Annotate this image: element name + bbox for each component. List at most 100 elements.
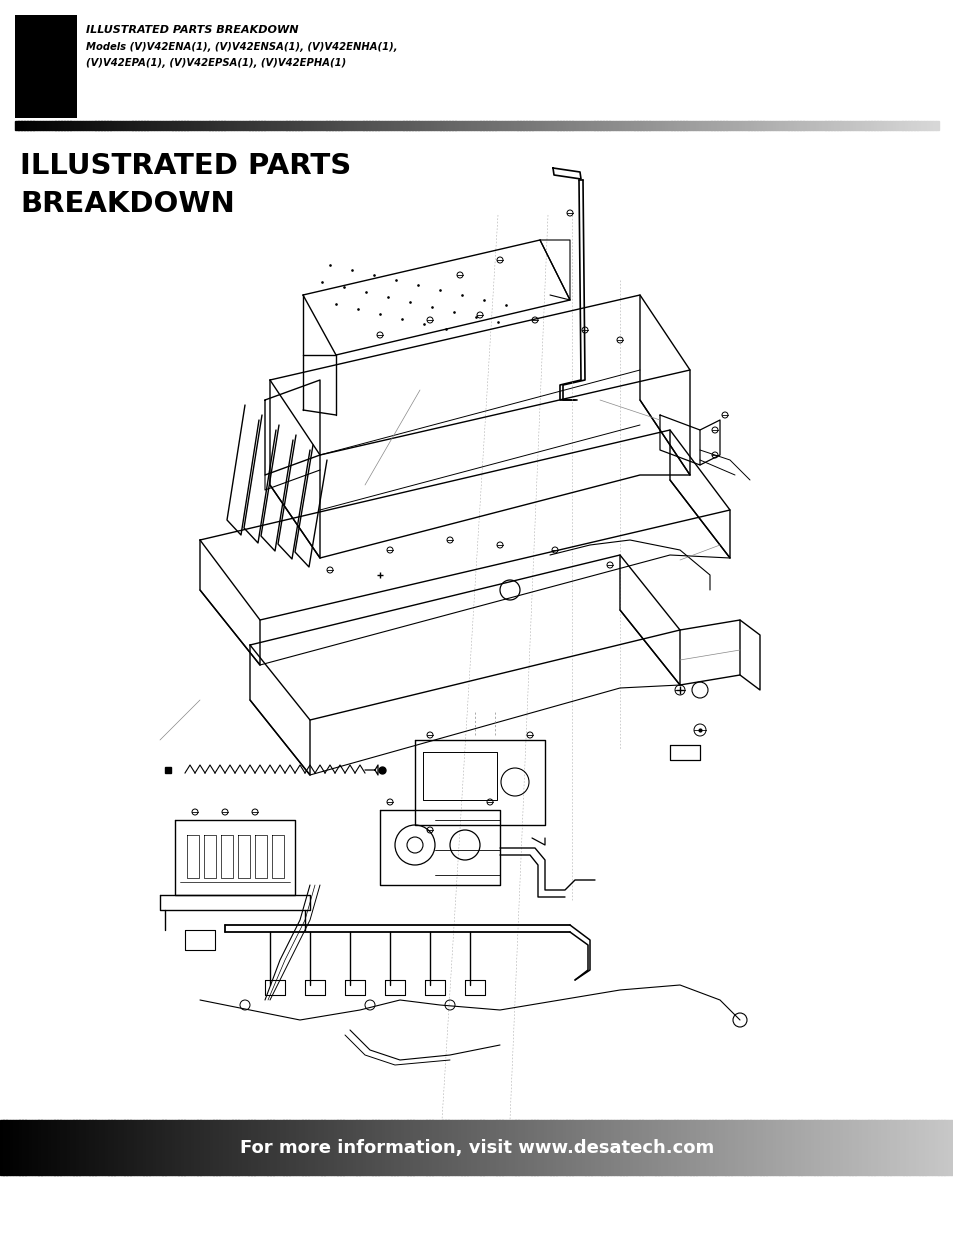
- Bar: [64, 1120, 68, 1174]
- Bar: [910, 121, 914, 130]
- Bar: [699, 1120, 702, 1174]
- Bar: [276, 1120, 280, 1174]
- Bar: [7, 1120, 10, 1174]
- Bar: [769, 1120, 773, 1174]
- Bar: [641, 1120, 645, 1174]
- Bar: [615, 121, 618, 130]
- Bar: [599, 121, 603, 130]
- Bar: [729, 121, 732, 130]
- Bar: [882, 121, 886, 130]
- Bar: [756, 1120, 760, 1174]
- Bar: [369, 121, 373, 130]
- Bar: [537, 1120, 540, 1174]
- Bar: [400, 1120, 404, 1174]
- Bar: [455, 1120, 458, 1174]
- Bar: [127, 1120, 131, 1174]
- Bar: [705, 1120, 709, 1174]
- Bar: [369, 1120, 373, 1174]
- Bar: [870, 121, 874, 130]
- Text: BREAKDOWN: BREAKDOWN: [20, 190, 234, 219]
- Bar: [886, 1120, 890, 1174]
- Bar: [540, 1120, 544, 1174]
- Bar: [805, 121, 809, 130]
- Bar: [67, 1120, 71, 1174]
- Bar: [314, 1120, 318, 1174]
- Bar: [467, 121, 471, 130]
- Bar: [867, 1120, 871, 1174]
- Bar: [116, 121, 120, 130]
- Bar: [912, 1120, 916, 1174]
- Bar: [215, 121, 218, 130]
- Bar: [600, 1120, 604, 1174]
- Bar: [801, 1120, 804, 1174]
- Bar: [458, 121, 461, 130]
- Bar: [679, 121, 683, 130]
- Bar: [760, 1120, 763, 1174]
- Bar: [836, 1120, 840, 1174]
- Bar: [323, 121, 326, 130]
- Bar: [727, 1120, 731, 1174]
- Bar: [655, 121, 659, 130]
- Bar: [874, 1120, 878, 1174]
- Bar: [895, 121, 899, 130]
- Bar: [507, 121, 511, 130]
- Bar: [403, 1120, 407, 1174]
- Bar: [636, 1120, 639, 1174]
- Bar: [174, 1120, 178, 1174]
- Bar: [735, 121, 739, 130]
- Bar: [210, 1120, 213, 1174]
- Bar: [28, 121, 30, 130]
- Bar: [199, 121, 203, 130]
- Bar: [43, 121, 47, 130]
- Bar: [817, 1120, 821, 1174]
- Bar: [738, 121, 741, 130]
- Bar: [321, 1120, 325, 1174]
- Bar: [222, 1120, 226, 1174]
- Bar: [502, 1120, 506, 1174]
- Bar: [870, 1120, 874, 1174]
- Bar: [235, 1120, 239, 1174]
- Bar: [639, 1120, 642, 1174]
- Bar: [617, 1120, 620, 1174]
- Bar: [143, 1120, 147, 1174]
- Bar: [226, 1120, 230, 1174]
- Bar: [0, 1120, 4, 1174]
- Bar: [324, 1120, 328, 1174]
- Bar: [712, 1120, 716, 1174]
- Bar: [135, 121, 138, 130]
- Bar: [627, 121, 631, 130]
- Bar: [849, 121, 852, 130]
- Bar: [196, 121, 200, 130]
- Bar: [388, 1120, 392, 1174]
- Bar: [807, 1120, 811, 1174]
- Bar: [51, 121, 55, 130]
- Bar: [172, 121, 175, 130]
- Bar: [346, 1120, 350, 1174]
- Bar: [152, 1120, 156, 1174]
- Bar: [40, 121, 43, 130]
- Bar: [594, 121, 597, 130]
- Bar: [587, 121, 591, 130]
- Bar: [197, 1120, 201, 1174]
- Bar: [105, 1120, 109, 1174]
- Bar: [29, 1120, 32, 1174]
- Bar: [660, 1120, 664, 1174]
- Bar: [156, 121, 160, 130]
- Bar: [864, 1120, 868, 1174]
- Bar: [550, 121, 554, 130]
- Bar: [292, 121, 295, 130]
- Bar: [707, 121, 711, 130]
- Bar: [355, 1120, 359, 1174]
- Bar: [249, 121, 253, 130]
- Bar: [359, 121, 363, 130]
- Bar: [95, 121, 98, 130]
- Bar: [224, 121, 228, 130]
- Bar: [45, 1120, 49, 1174]
- Bar: [855, 1120, 859, 1174]
- Bar: [569, 121, 573, 130]
- Bar: [511, 121, 514, 130]
- Bar: [493, 1120, 497, 1174]
- Bar: [504, 121, 508, 130]
- Bar: [216, 1120, 220, 1174]
- Bar: [73, 1120, 77, 1174]
